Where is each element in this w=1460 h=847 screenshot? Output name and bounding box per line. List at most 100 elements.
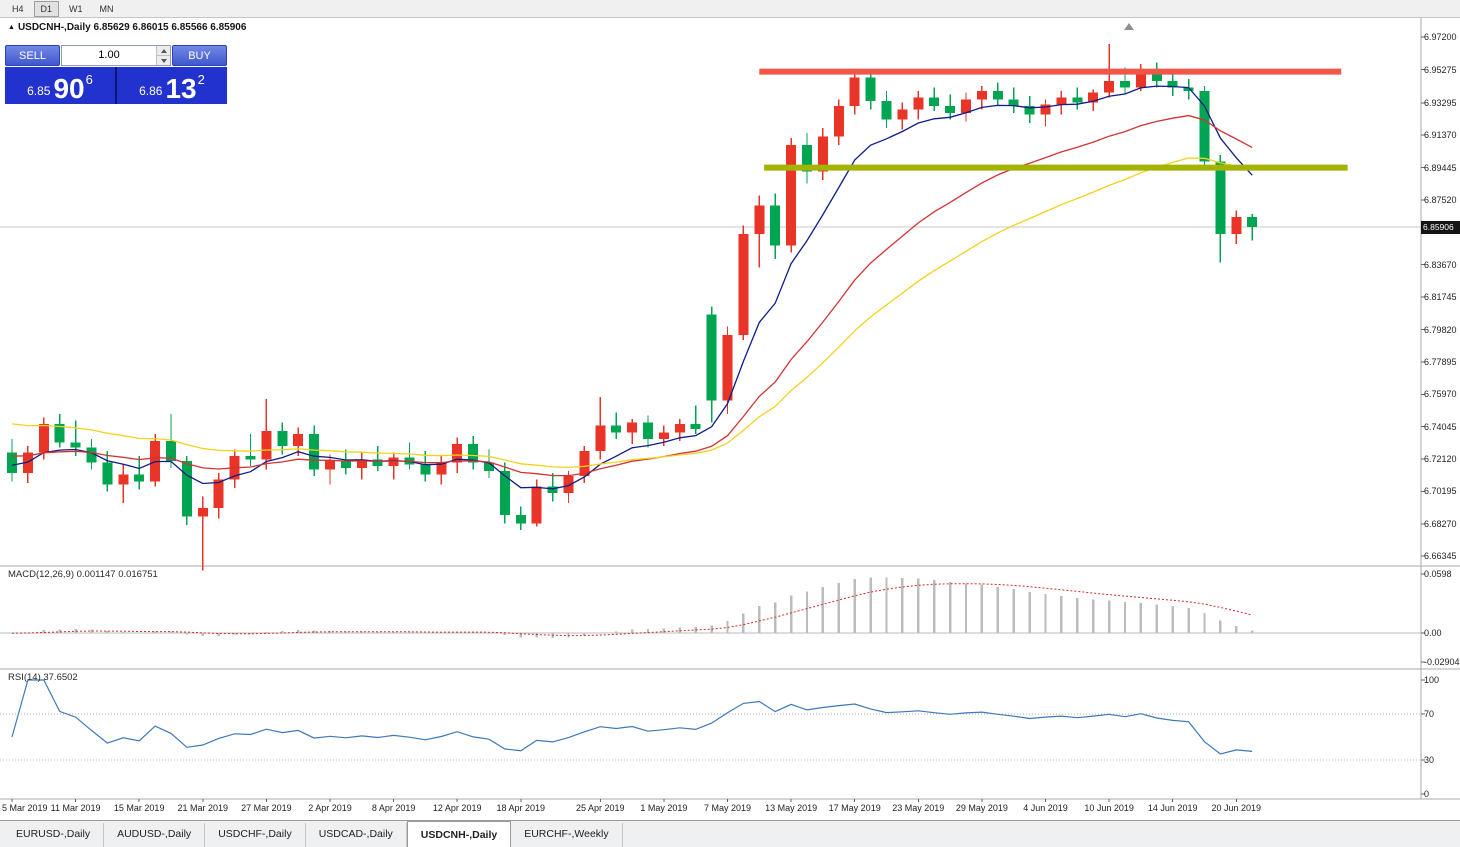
sell-price-pips: 90 xyxy=(53,73,85,104)
date-axis-label: 17 May 2019 xyxy=(828,803,881,813)
candle xyxy=(325,454,335,485)
price-axis-label: 6.97200 xyxy=(1424,32,1457,43)
chart-tab-usdchf-daily[interactable]: USDCHF-,Daily xyxy=(205,823,306,847)
candle xyxy=(102,450,113,492)
volume-spinner xyxy=(156,46,170,65)
chart-tab-audusd-daily[interactable]: AUDUSD-,Daily xyxy=(104,823,206,847)
price-axis-label: 6.93295 xyxy=(1424,97,1457,108)
candle xyxy=(754,195,765,268)
date-axis-label: 10 Jun 2019 xyxy=(1084,803,1134,813)
moving-average-20 xyxy=(11,114,1253,477)
candle xyxy=(404,442,415,470)
candle xyxy=(181,456,192,525)
candle xyxy=(277,422,288,455)
date-axis-label: 15 Mar 2019 xyxy=(113,803,165,813)
timeframe-button-d1[interactable]: D1 xyxy=(33,0,60,17)
candle xyxy=(340,449,351,475)
candle xyxy=(261,398,272,470)
date-axis-label: 13 May 2019 xyxy=(765,803,818,813)
candle xyxy=(1088,89,1099,112)
chart-tab-eurusd-daily[interactable]: EURUSD-,Daily xyxy=(3,823,105,847)
timeframe-button-mn[interactable]: MN xyxy=(99,3,114,14)
candle xyxy=(197,496,208,571)
volume-field[interactable]: 1.00 xyxy=(61,45,171,66)
candle xyxy=(929,87,940,112)
price-axis-label: 6.74045 xyxy=(1424,421,1457,432)
candle xyxy=(1183,79,1194,100)
buy-button[interactable]: BUY xyxy=(172,45,227,66)
chart-tab-usdcad-daily[interactable]: USDCAD-,Daily xyxy=(306,823,407,847)
sell-price-prefix: 6.85 xyxy=(27,84,51,98)
buy-price-prefix: 6.86 xyxy=(139,84,163,98)
candle xyxy=(722,326,733,414)
candle xyxy=(706,306,717,423)
candle xyxy=(134,456,145,490)
volume-decrease-button[interactable] xyxy=(157,56,170,65)
candle xyxy=(897,102,908,130)
timeframe-button-h4[interactable]: H4 xyxy=(12,3,24,14)
candle xyxy=(468,435,479,470)
candle xyxy=(643,415,653,448)
candle xyxy=(547,472,558,502)
price-axis-label: 6.70195 xyxy=(1424,486,1457,497)
date-axis-label: 23 May 2019 xyxy=(892,803,945,813)
candle xyxy=(1215,154,1226,263)
candle xyxy=(563,471,574,504)
candle xyxy=(372,445,383,472)
rsi-axis-label: 70 xyxy=(1424,709,1435,720)
price-axis-label: 6.75970 xyxy=(1424,389,1457,400)
price-axis-label: 6.72120 xyxy=(1424,454,1457,465)
date-axis-label: 21 Mar 2019 xyxy=(177,803,229,813)
candle xyxy=(166,413,176,468)
price-axis-label: 6.95275 xyxy=(1424,64,1457,75)
date-axis-label: 7 May 2019 xyxy=(703,803,752,813)
candlesticks xyxy=(7,43,1258,571)
candle xyxy=(786,138,797,253)
candle xyxy=(627,419,638,445)
candle xyxy=(118,464,129,504)
rsi-axis-label: 30 xyxy=(1424,754,1435,765)
timeframe-toolbar: H4 D1 W1 MN xyxy=(0,0,1460,18)
macd-axis-label: 0.0598 xyxy=(1424,569,1452,579)
timeframe-button-w1[interactable]: W1 xyxy=(69,3,83,14)
symbol-marker-icon: ▲ xyxy=(8,24,15,31)
buy-price-pips: 13 xyxy=(165,73,197,104)
candle xyxy=(961,92,971,122)
candle xyxy=(833,99,844,145)
candle xyxy=(7,439,17,482)
price-axis-label: 6.83670 xyxy=(1424,259,1457,270)
moving-average-32 xyxy=(11,157,1253,469)
price-axis-label: 6.91370 xyxy=(1424,130,1457,141)
candle xyxy=(499,462,510,524)
sell-button[interactable]: SELL xyxy=(5,45,60,66)
candle xyxy=(1024,96,1035,123)
rsi-indicator-label: RSI(14) 37.6502 xyxy=(8,672,78,683)
candle xyxy=(976,85,987,110)
rsi-axis-label: 0 xyxy=(1424,789,1430,799)
candle xyxy=(1199,85,1210,171)
candle xyxy=(1072,87,1083,110)
macd-histogram xyxy=(26,577,1254,638)
price-axis-label: 6.77895 xyxy=(1424,356,1457,367)
sell-price-pipette: 6 xyxy=(85,72,93,87)
candle xyxy=(1151,62,1162,88)
volume-increase-button[interactable] xyxy=(157,46,170,56)
date-axis-label: 11 Mar 2019 xyxy=(50,803,101,813)
rsi-axis-label: 100 xyxy=(1424,675,1440,685)
volume-value[interactable]: 1.00 xyxy=(98,49,120,61)
one-click-trading-panel: SELL 1.00 BUY 6.85 90 6 6.86 13 xyxy=(5,45,227,104)
date-axis-label: 12 Apr 2019 xyxy=(432,803,482,813)
date-axis-label: 1 May 2019 xyxy=(640,803,688,813)
scroll-marker-icon xyxy=(1124,23,1134,30)
candle xyxy=(802,133,812,184)
buy-price-display[interactable]: 6.86 13 2 xyxy=(117,67,227,104)
candle xyxy=(865,69,876,110)
chart-tab-eurchf-weekly[interactable]: EURCHF-,Weekly xyxy=(511,823,623,847)
sell-price-display[interactable]: 6.85 90 6 xyxy=(5,67,117,104)
candle xyxy=(388,452,399,480)
date-axis-label: 4 Jun 2019 xyxy=(1023,803,1068,813)
candle xyxy=(1040,99,1051,127)
chart-tab-usdcnh-daily[interactable]: USDCNH-,Daily xyxy=(406,821,512,847)
